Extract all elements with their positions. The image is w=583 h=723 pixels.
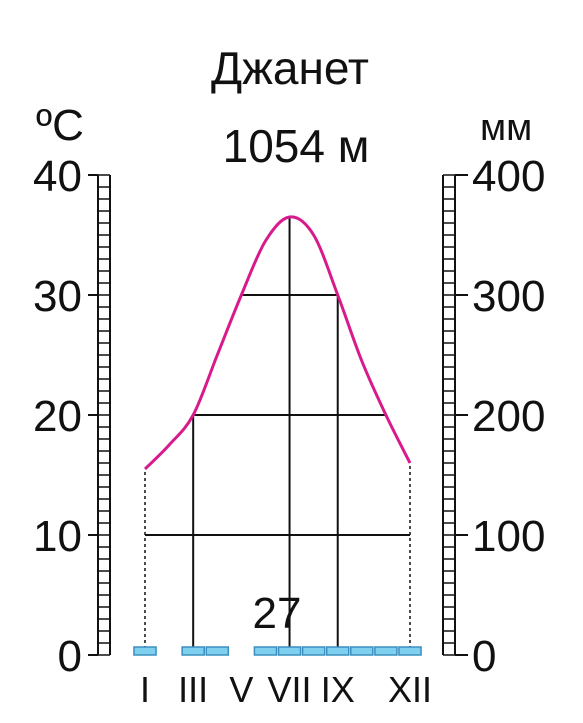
right-axis-tick-label-0: 0 [472,632,496,681]
precip-bar-I [133,646,157,656]
precip-bar-III [181,646,205,656]
precipitation-bars [133,646,422,656]
left-axis-unit: ºС [36,101,84,150]
month-label-III: III [178,669,208,710]
precip-bar-X [350,646,374,656]
month-label-I: I [140,669,150,710]
temperature-curve [143,215,412,471]
precip-bar-XII [398,646,422,656]
chart-title: Джанет [211,42,369,94]
precip-bar-VIII [301,646,326,656]
right-axis-unit: мм [480,107,532,149]
temperature-line [143,215,412,471]
precip-bar-IV [205,646,230,656]
month-label-V: V [229,669,253,710]
right-axis-tick-label-200: 200 [472,392,545,441]
precip-bar-XI [374,646,398,656]
grid-lines [144,216,411,655]
left-axis-tick-label-0: 0 [58,632,82,681]
right-axis-tick-label-400: 400 [472,152,545,201]
chart-subtitle: 1054 м [223,120,370,172]
left-axis-tick-label-20: 20 [33,392,82,441]
left-axis-tick-label-30: 30 [33,272,82,321]
precip-bar-IX [325,646,350,656]
month-label-IX: IX [321,669,355,710]
left-axis-tick-label-10: 10 [33,512,82,561]
right-axis-tick-label-300: 300 [472,272,545,321]
month-label-VII: VII [268,669,312,710]
axes [88,174,468,656]
right-axis-tick-label-100: 100 [472,512,545,561]
left-axis-tick-label-40: 40 [33,152,82,201]
precip-bar-VII [277,646,302,656]
annual-precipitation-label: 27 [253,589,302,638]
precip-bar-VI [253,646,278,656]
month-label-XII: XII [388,669,432,710]
